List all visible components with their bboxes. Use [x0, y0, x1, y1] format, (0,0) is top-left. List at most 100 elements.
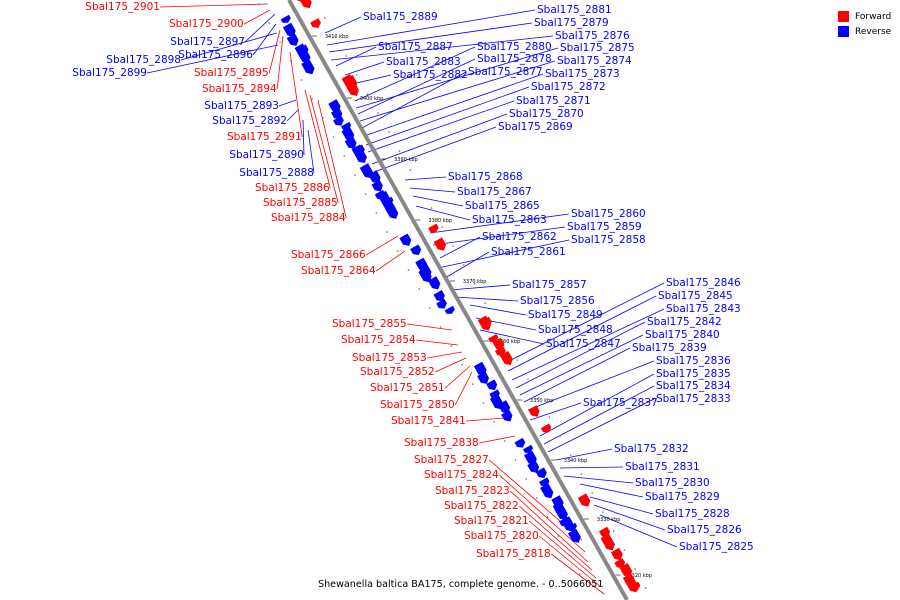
gene-blocks	[280, 0, 641, 593]
track-dot	[364, 193, 367, 195]
reverse-gene-block	[282, 22, 296, 37]
forward-gene-label: Sbal175_2885	[263, 197, 338, 209]
track-dot	[493, 421, 495, 423]
reverse-gene-leader	[307, 129, 315, 174]
reverse-gene-label: Sbal175_2899	[72, 67, 147, 79]
track-dot	[602, 511, 604, 513]
reverse-gene-leader	[146, 44, 279, 74]
forward-gene-label: Sbal175_2820	[464, 530, 539, 542]
reverse-gene-label: Sbal175_2831	[625, 461, 700, 473]
reverse-gene-label: Sbal175_2883	[386, 56, 461, 68]
reverse-gene-leader	[244, 13, 276, 43]
reverse-gene-leader	[354, 46, 476, 102]
forward-gene-label: Sbal175_2824	[424, 469, 499, 481]
forward-gene-label: Sbal175_2841	[391, 415, 466, 427]
track-dot	[505, 340, 508, 342]
forward-gene-leader	[289, 51, 303, 138]
track-dot	[323, 17, 326, 19]
forward-gene-block	[614, 558, 626, 568]
reverse-gene-label: Sbal175_2874	[557, 55, 632, 67]
reverse-gene-label: Sbal175_2861	[491, 246, 566, 258]
track-dot	[420, 188, 422, 190]
track-dot	[334, 36, 337, 38]
forward-gene-leader	[268, 29, 281, 74]
reverse-gene-leader	[515, 321, 646, 389]
forward-gene-label: Sbal175_2853	[352, 352, 427, 364]
reverse-gene-label: Sbal175_2863	[472, 214, 547, 226]
reverse-gene-block	[522, 444, 534, 453]
track-dot	[386, 231, 388, 233]
tick-label: 3320 kbp	[628, 573, 652, 579]
reverse-gene-leader	[357, 58, 476, 115]
reverse-gene-leader	[371, 113, 508, 165]
reverse-gene-label: Sbal175_2879	[534, 17, 609, 29]
forward-gene-leader	[427, 351, 463, 359]
reverse-gene-leader	[180, 32, 278, 61]
reverse-gene-block	[294, 43, 309, 61]
forward-gene-leader	[435, 357, 467, 373]
reverse-gene-leader	[539, 373, 655, 437]
reverse-gene-label: Sbal175_2845	[658, 290, 733, 302]
reverse-gene-label: Sbal175_2869	[498, 121, 573, 133]
track-dot	[504, 440, 506, 442]
reverse-gene-leader	[593, 504, 666, 531]
reverse-gene-leader	[367, 100, 515, 153]
reverse-gene-label: Sbal175_2893	[204, 100, 279, 112]
reverse-gene-label: Sbal175_2892	[212, 115, 287, 127]
track-dot	[322, 117, 324, 119]
reverse-gene-leader	[444, 251, 490, 279]
forward-gene-leader	[509, 490, 589, 563]
backbone-group: 3410 kbp 3400 kbp 3390 kbp 3380 kbp 3370 kbp…	[257, 0, 652, 600]
reverse-gene-label: Sbal175_2856	[520, 295, 595, 307]
forward-gene-label: Sbal175_2822	[444, 500, 519, 512]
reverse-gene-block	[514, 437, 526, 448]
reverse-gene-label: Sbal175_2862	[482, 231, 557, 243]
reverse-gene-label: Sbal175_2834	[656, 380, 731, 392]
track-dot	[366, 93, 369, 95]
reverse-gene-block	[567, 528, 581, 543]
reverse-gene-block	[501, 409, 513, 422]
forward-gene-block	[623, 573, 639, 593]
track-dot	[354, 174, 356, 176]
reverse-gene-label: Sbal175_2871	[516, 95, 591, 107]
reverse-gene-label: Sbal175_2888	[239, 167, 314, 179]
reverse-gene-leader	[278, 99, 297, 107]
track-dot	[471, 383, 474, 385]
track-dot	[559, 435, 561, 437]
reverse-gene-block	[371, 179, 383, 192]
forward-gene-block	[528, 405, 540, 417]
forward-gene-leader	[159, 3, 269, 8]
track-dot	[536, 497, 538, 499]
gene-labels: Sbal175_2901 Sbal175_2900 Sbal175_2895 Sbal…	[72, 1, 753, 560]
forward-gene-leader	[276, 35, 284, 90]
reverse-gene-block	[399, 233, 412, 246]
reverse-gene-label: Sbal175_2860	[571, 208, 646, 220]
forward-gene-leader	[518, 505, 593, 571]
reverse-gene-leader	[599, 514, 678, 548]
tick-label: 3360 kbp	[497, 339, 521, 345]
forward-gene-block	[488, 333, 499, 343]
track-dot	[612, 530, 615, 532]
track-dot	[311, 98, 313, 100]
reverse-gene-leader	[547, 398, 655, 453]
genome-caption: Shewanella baltica BA175, complete genom…	[318, 579, 604, 590]
reverse-gene-block	[280, 14, 291, 23]
track-dot	[300, 79, 303, 81]
reverse-gene-label: Sbal175_2875	[560, 42, 635, 54]
reverse-gene-block	[301, 59, 315, 75]
reverse-gene-block	[410, 244, 422, 256]
track-dot	[546, 516, 549, 518]
reverse-gene-label: Sbal175_2846	[666, 277, 741, 289]
reverse-gene-leader	[523, 347, 631, 403]
reverse-gene-block	[333, 115, 344, 126]
reverse-gene-label: Sbal175_2847	[546, 338, 621, 350]
genome-backbone	[287, 0, 629, 600]
track-dot	[268, 22, 271, 24]
legend-reverse-label: Reverse	[855, 26, 892, 37]
reverse-gene-leader	[361, 71, 467, 129]
forward-gene-label: Sbal175_2823	[435, 485, 510, 497]
track-dot	[527, 378, 529, 380]
reverse-gene-leader	[543, 385, 655, 445]
reverse-gene-leader	[449, 284, 511, 291]
